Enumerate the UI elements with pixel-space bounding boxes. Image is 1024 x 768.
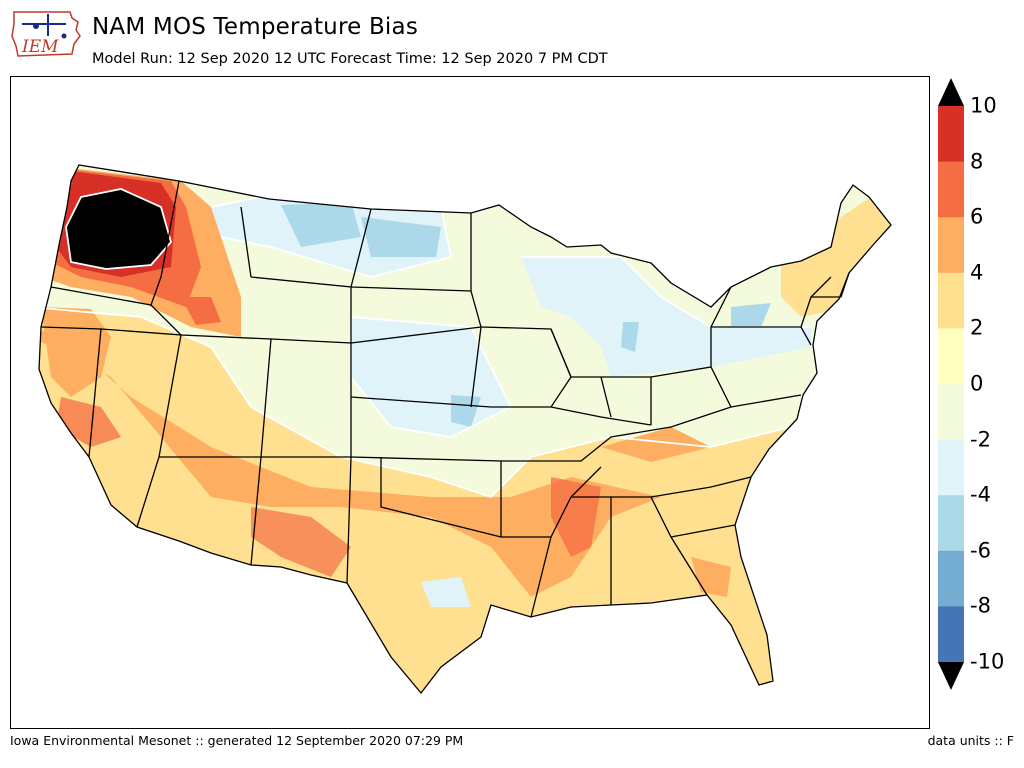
colorbar-tick-label: -4 [970,482,991,507]
colorbar-segment [938,495,964,552]
colorbar-segment [938,272,964,329]
colorbar-tick-label: 2 [970,315,984,340]
colorbar-tick-label: 8 [970,149,984,174]
bias-map [38,164,892,695]
logo-text: IEM [21,37,59,57]
bias-fill-layer [39,165,891,693]
colorbar-segment [938,106,964,163]
page-title: NAM MOS Temperature Bias [92,14,419,40]
colorbar-tick-label: -10 [970,649,1005,674]
page-subtitle: Model Run: 12 Sep 2020 12 UTC Forecast T… [92,51,608,67]
colorbar-segment [938,217,964,274]
footer-units: data units :: F [927,733,1014,748]
colorbar [938,78,964,690]
colorbar-tick-label: 6 [970,204,984,229]
colorbar-tick-label: -8 [970,593,991,618]
colorbar-over-arrow [938,78,964,106]
colorbar-segment [938,550,964,607]
state-boundaries [38,164,892,695]
footer-credit: Iowa Environmental Mesonet :: generated … [10,733,464,748]
colorbar-segment [938,328,964,385]
colorbar-under-arrow [938,662,964,690]
colorbar-segment [938,439,964,496]
colorbar-segment [938,606,964,663]
colorbar-tick-label: 0 [970,371,984,396]
colorbar-segment [938,384,964,441]
iem-logo: IEM [8,6,84,62]
colorbar-tick-label: -6 [970,538,991,563]
colorbar-tick-label: -2 [970,427,991,452]
map-frame [10,76,930,729]
colorbar-segment [938,161,964,218]
colorbar-tick-label: 10 [970,93,997,118]
colorbar-segments [938,106,964,663]
colorbar-tick-label: 4 [970,260,984,285]
